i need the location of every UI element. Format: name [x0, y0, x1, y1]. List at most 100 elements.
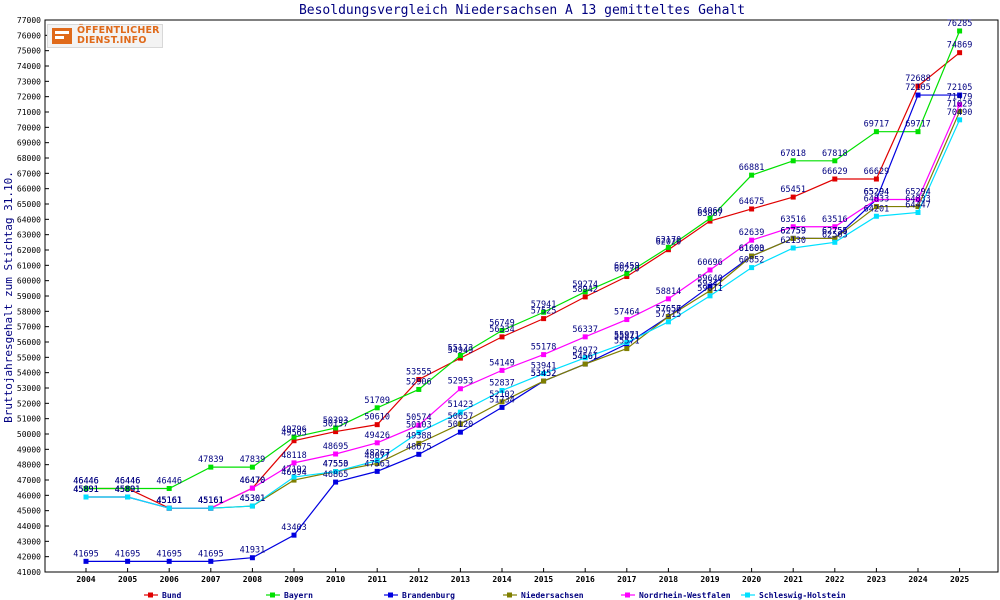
x-tick-label: 2010 — [326, 575, 345, 584]
data-label: 60270 — [614, 265, 640, 275]
data-label: 64833 — [864, 195, 890, 205]
data-label: 72105 — [947, 83, 973, 93]
legend-item: Nordrhein-Westfalen — [621, 590, 731, 600]
data-point — [915, 196, 921, 202]
x-tick-label: 2021 — [784, 575, 803, 584]
data-label: 56337 — [572, 325, 598, 335]
data-label: 46865 — [323, 470, 349, 480]
y-tick-label: 65000 — [17, 200, 41, 209]
data-label: 51734 — [489, 395, 515, 405]
data-point — [374, 405, 380, 411]
data-label: 50103 — [406, 420, 432, 430]
y-tick-label: 48000 — [17, 461, 41, 470]
data-label: 53452 — [531, 369, 557, 379]
data-label: 57315 — [656, 310, 682, 320]
data-label: 45161 — [156, 496, 182, 506]
data-label: 62020 — [656, 238, 682, 248]
data-point — [83, 494, 89, 500]
data-point — [416, 451, 422, 457]
legend-swatch — [507, 592, 512, 598]
y-tick-label: 59000 — [17, 292, 41, 301]
data-point — [499, 367, 505, 373]
legend-item: Niedersachsen — [503, 590, 584, 600]
data-label: 54561 — [572, 352, 598, 362]
data-label: 48077 — [364, 451, 390, 461]
x-tick-label: 2005 — [118, 575, 137, 584]
data-label: 48267 — [364, 449, 390, 459]
x-tick-label: 2015 — [534, 575, 553, 584]
data-point — [499, 404, 505, 410]
y-tick-label: 57000 — [17, 323, 41, 332]
data-label: 46994 — [281, 468, 307, 478]
x-tick-label: 2011 — [368, 575, 387, 584]
data-label: 41695 — [198, 549, 224, 559]
data-label: 46446 — [73, 476, 99, 486]
data-point — [416, 376, 422, 382]
data-point — [457, 386, 463, 392]
y-tick-label: 46000 — [17, 491, 41, 500]
data-label: 52953 — [448, 377, 474, 387]
y-tick-label: 53000 — [17, 384, 41, 393]
y-tick-label: 52000 — [17, 399, 41, 408]
data-point — [457, 409, 463, 415]
x-tick-label: 2012 — [409, 575, 428, 584]
data-point — [790, 194, 796, 200]
data-point — [832, 176, 838, 182]
data-point — [790, 245, 796, 251]
data-point — [416, 422, 422, 428]
y-tick-label: 66000 — [17, 185, 41, 194]
data-label: 45161 — [156, 496, 182, 506]
y-tick-label: 45000 — [17, 507, 41, 516]
data-point — [291, 474, 297, 480]
data-point — [832, 224, 838, 230]
data-point — [457, 355, 463, 361]
legend-label: Schleswig-Holstein — [759, 590, 846, 600]
data-point — [624, 346, 630, 352]
y-tick-label: 74000 — [17, 62, 41, 71]
data-label: 72688 — [905, 74, 931, 84]
data-point — [707, 293, 713, 299]
data-label: 52837 — [489, 378, 515, 388]
data-point — [707, 288, 713, 294]
y-tick-label: 73000 — [17, 77, 41, 86]
data-label: 57657 — [656, 305, 682, 315]
series-schleswig-holstein — [83, 117, 963, 511]
data-label: 55178 — [531, 343, 557, 353]
watermark-text: ÖFFENTLICHER DIENST.INFO — [77, 26, 160, 46]
data-label: 46470 — [240, 476, 266, 486]
x-tick-label: 2013 — [451, 575, 470, 584]
data-point — [166, 558, 172, 564]
data-point — [333, 429, 339, 435]
data-label: 50657 — [448, 412, 474, 422]
y-tick-label: 41000 — [17, 568, 41, 577]
data-label: 55871 — [614, 332, 640, 342]
x-tick-label: 2022 — [825, 575, 844, 584]
data-label: 76285 — [947, 19, 973, 29]
data-point — [333, 425, 339, 431]
data-label: 59274 — [572, 280, 598, 290]
data-label: 46446 — [115, 476, 141, 486]
y-tick-label: 68000 — [17, 154, 41, 163]
data-label: 71479 — [947, 93, 973, 103]
x-tick-label: 2018 — [659, 575, 678, 584]
data-point — [915, 209, 921, 215]
x-tick-label: 2024 — [908, 575, 927, 584]
data-point — [915, 83, 921, 89]
data-point — [291, 434, 297, 440]
series-line — [86, 52, 960, 509]
data-label: 45161 — [198, 496, 224, 506]
data-point — [83, 485, 89, 491]
data-point — [957, 109, 963, 115]
legend-label: Brandenburg — [402, 591, 455, 600]
data-point — [499, 387, 505, 393]
data-label: 45891 — [73, 485, 99, 495]
x-tick-label: 2006 — [160, 575, 179, 584]
data-label: 62170 — [656, 235, 682, 245]
data-label: 64060 — [697, 206, 723, 216]
watermark-line-2: DIENST.INFO — [77, 35, 147, 46]
data-point — [790, 158, 796, 164]
data-label: 54949 — [448, 346, 474, 356]
data-point — [499, 399, 505, 405]
data-label: 56334 — [489, 325, 515, 335]
